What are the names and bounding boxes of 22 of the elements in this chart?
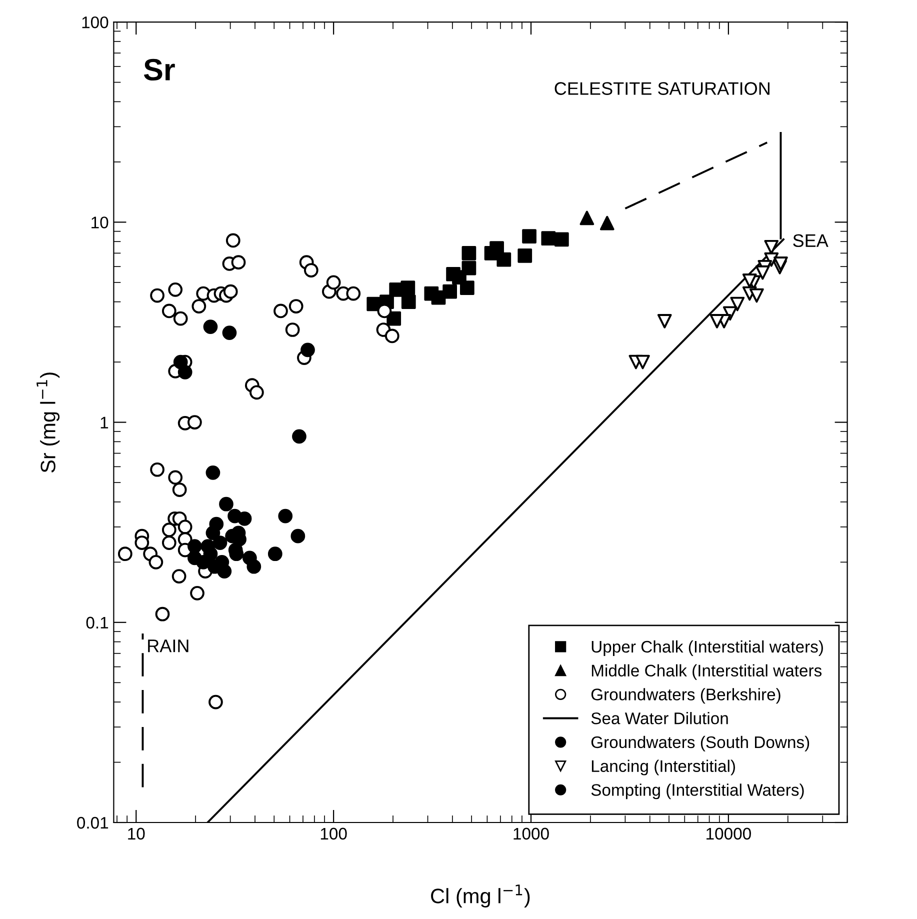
y-axis-title: Sr (mg l$^{−1}$) [36, 372, 60, 472]
y-tick-label: 0.1 [86, 616, 108, 629]
legend-label: Lancing (Interstitial) [592, 760, 735, 776]
legend-label: Groundwaters (South Downs) [591, 736, 810, 752]
legend-label: Groundwaters (Berkshire) [591, 688, 780, 704]
x-tick-label: 100 [320, 828, 347, 840]
y-tick-label: 1 [100, 416, 108, 428]
annotation: RAIN [148, 640, 188, 652]
y-tick-label: 0.01 [77, 816, 108, 829]
annotation: CELESTITE SATURATION [554, 82, 770, 95]
x-axis-title: Cl (mg l$^{−1}$) [431, 884, 530, 908]
x-tick-label: 10000 [706, 828, 751, 840]
legend-label: Sea Water Dilution [591, 712, 728, 724]
x-tick-label: 10 [128, 828, 145, 840]
annotation: SEA [793, 234, 828, 248]
legend-label: Upper Chalk (Interstitial waters) [592, 640, 823, 656]
legend-label: Middle Chalk (Interstitial waters [592, 664, 822, 680]
legend-label: Sompting (Interstitial Waters) [591, 784, 804, 800]
text: Sr [144, 58, 175, 81]
x-tick-label: 1000 [514, 828, 549, 840]
y-tick-label: 10 [92, 216, 108, 228]
y-tick-label: 100 [82, 16, 108, 28]
